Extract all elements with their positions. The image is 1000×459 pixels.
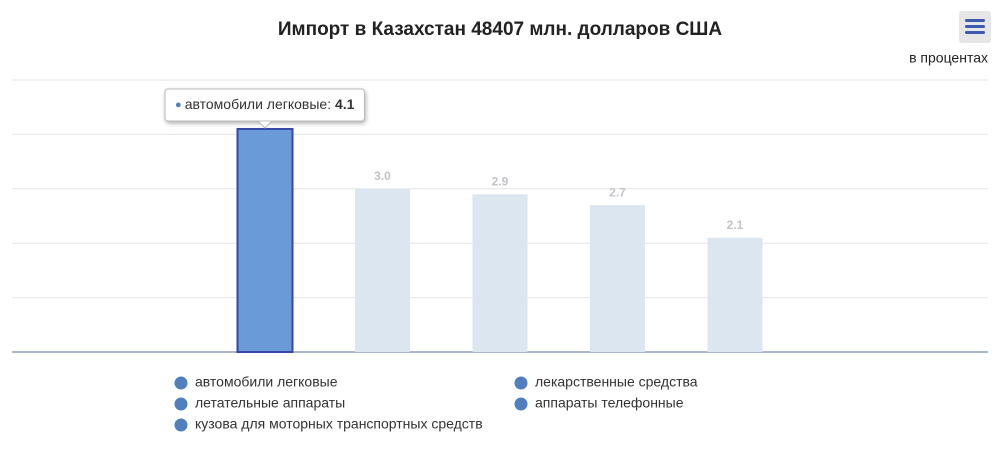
tooltip-dot: ● — [175, 99, 185, 111]
legend-marker — [514, 397, 528, 411]
legend-marker — [514, 376, 528, 390]
data-label: 2.1 — [727, 218, 744, 232]
legend-label: лекарственные средства — [535, 374, 698, 390]
bar — [707, 237, 763, 352]
tooltip-series: автомобили легковые: — [185, 96, 335, 112]
chart-subtitle: в процентах — [909, 50, 988, 66]
menu-line — [965, 25, 985, 28]
legend-label: автомобили легковые — [195, 374, 338, 390]
legend-label: кузова для моторных транспортных средств — [195, 416, 483, 432]
bar — [355, 188, 410, 352]
legend-marker — [174, 376, 188, 390]
menu-line — [965, 19, 985, 22]
menu-button[interactable] — [959, 11, 991, 43]
bar — [590, 205, 645, 352]
data-label: 3.0 — [374, 169, 391, 183]
menu-line — [965, 31, 985, 34]
chart-title: Импорт в Казахстан 48407 млн. долларов С… — [278, 19, 723, 40]
legend-marker — [174, 397, 188, 411]
bar — [472, 194, 528, 352]
data-label: 2.7 — [609, 185, 626, 199]
tooltip-text: ● автомобили легковые: 4.1 — [175, 96, 355, 112]
legend-marker — [174, 418, 188, 432]
bar — [236, 127, 294, 353]
tooltip: ● автомобили легковые: 4.1 — [164, 88, 365, 129]
tooltip-value: 4.1 — [335, 96, 355, 112]
legend-label: летательные аппараты — [195, 395, 345, 411]
legend-label: аппараты телефонные — [535, 395, 684, 411]
data-label: 2.9 — [492, 174, 509, 188]
tooltip-pointer — [256, 120, 274, 129]
